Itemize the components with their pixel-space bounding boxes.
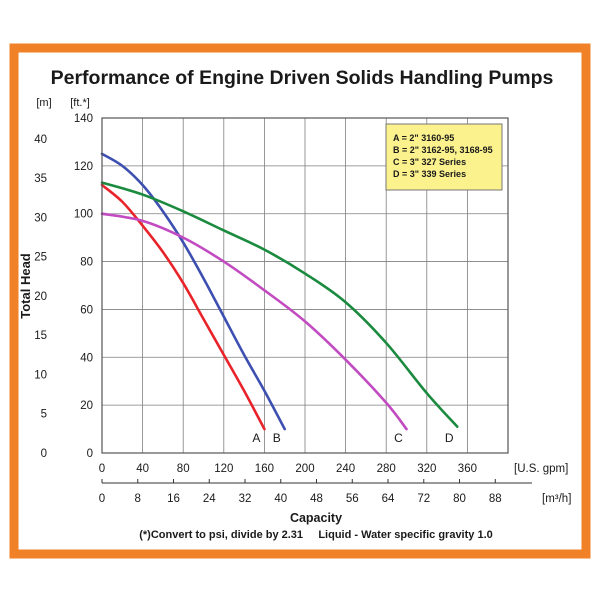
y-tick-ft: 120 xyxy=(74,161,93,173)
y-tick-m: 25 xyxy=(34,252,47,264)
x-tick-gpm: 160 xyxy=(255,463,274,475)
y-tick-ft: 40 xyxy=(80,352,93,364)
y-tick-m: 35 xyxy=(34,173,47,185)
legend-item-c: C = 3" 327 Series xyxy=(393,157,466,167)
y-tick-ft: 140 xyxy=(74,113,93,125)
x-tick-m3h: 88 xyxy=(489,493,502,505)
legend: A = 2" 3160-95 B = 2" 3162-95, 3168-95 C… xyxy=(385,123,503,191)
series-label-a: A xyxy=(252,431,260,445)
y-tick-ft: 80 xyxy=(80,257,93,269)
x-tick-gpm: 120 xyxy=(214,463,233,475)
y-tick-m: 30 xyxy=(34,212,47,224)
y-tick-m: 15 xyxy=(34,330,47,342)
y-axis-title: Total Head xyxy=(18,253,33,319)
legend-item-b: B = 2" 3162-95, 3168-95 xyxy=(393,145,493,155)
chart-border xyxy=(9,43,591,559)
y-left-unit: [m] xyxy=(36,97,51,109)
legend-box xyxy=(385,123,503,191)
series-line-c xyxy=(100,212,408,431)
chart-title: Performance of Engine Driven Solids Hand… xyxy=(51,67,554,89)
y-tick-m: 20 xyxy=(34,291,47,303)
x-tick-gpm: 200 xyxy=(295,463,314,475)
x-axis-title: Capacity xyxy=(290,511,342,525)
legend-item-d: D = 3" 339 Series xyxy=(393,169,466,179)
y-tick-m: 10 xyxy=(34,369,47,381)
x-tick-gpm: 240 xyxy=(336,463,355,475)
x-tick-m3h: 80 xyxy=(453,493,466,505)
y-tick-m: 5 xyxy=(41,409,47,421)
x-tick-gpm: 40 xyxy=(136,463,149,475)
legend-item-a: A = 2" 3160-95 xyxy=(393,133,454,143)
series-line-b xyxy=(100,152,286,431)
m3h-axis-ticks: 0 8 16 24 32 40 48 56 64 72 80 88 xyxy=(99,479,502,505)
series-lines xyxy=(100,152,459,431)
x-tick-m3h: 8 xyxy=(135,493,141,505)
y-tick-ft: 20 xyxy=(80,400,93,412)
y-tick-ft: 60 xyxy=(80,304,93,316)
x-tick-gpm: 360 xyxy=(458,463,477,475)
y-tick-ft: 0 xyxy=(87,448,93,460)
x-tick-m3h: 0 xyxy=(99,493,105,505)
axis-ticks: 0 40 80 120 160 200 240 280 320 36002040608010012… xyxy=(34,113,477,475)
x-tick-gpm: 0 xyxy=(99,463,105,475)
x-tick-m3h: 56 xyxy=(346,493,359,505)
x-tick-m3h: 64 xyxy=(382,493,395,505)
series-label-d: D xyxy=(445,431,454,445)
plot-area xyxy=(101,117,509,454)
x-tick-m3h: 48 xyxy=(310,493,323,505)
x-tick-m3h: 16 xyxy=(167,493,180,505)
x-tick-m3h: 32 xyxy=(239,493,252,505)
series-label-c: C xyxy=(394,431,403,445)
series-label-b: B xyxy=(273,431,281,445)
x-top-unit: [U.S. gpm] xyxy=(514,463,568,475)
x-tick-gpm: 280 xyxy=(377,463,396,475)
x-tick-gpm: 320 xyxy=(417,463,436,475)
y-tick-m: 0 xyxy=(41,448,47,460)
x-tick-m3h: 72 xyxy=(417,493,430,505)
x-tick-m3h: 24 xyxy=(203,493,216,505)
x-tick-gpm: 80 xyxy=(177,463,190,475)
series-line-d xyxy=(100,181,459,428)
series-line-a xyxy=(100,183,266,431)
footnote: (*)Convert to psi, divide by 2.31 Liquid… xyxy=(139,529,493,541)
y-right-unit: [ft.*] xyxy=(70,97,90,109)
x-tick-m3h: 40 xyxy=(274,493,287,505)
y-tick-ft: 100 xyxy=(74,209,93,221)
x-bottom-unit: [m³/h] xyxy=(542,493,571,505)
y-tick-m: 40 xyxy=(34,134,47,146)
